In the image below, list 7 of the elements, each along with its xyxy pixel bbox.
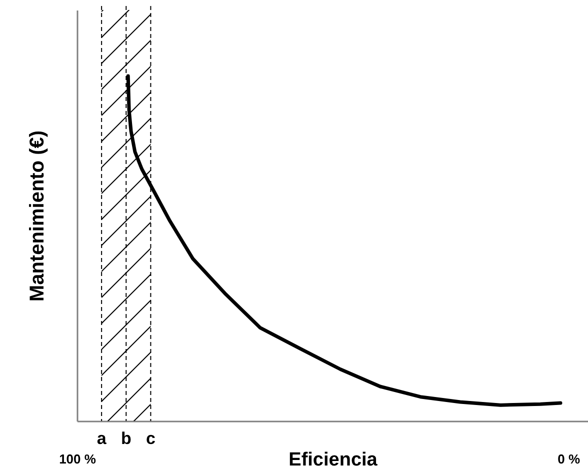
ref-line-label: c — [146, 429, 156, 448]
x-axis-title: Eficiencia — [288, 450, 378, 470]
ref-line-label: a — [96, 429, 107, 448]
x-tick-label: 100 % — [59, 452, 96, 466]
ref-line-label: b — [120, 429, 132, 448]
y-axis-title: Mantenimiento (€) — [26, 130, 48, 302]
x-tick-label: 0 % — [558, 452, 580, 466]
